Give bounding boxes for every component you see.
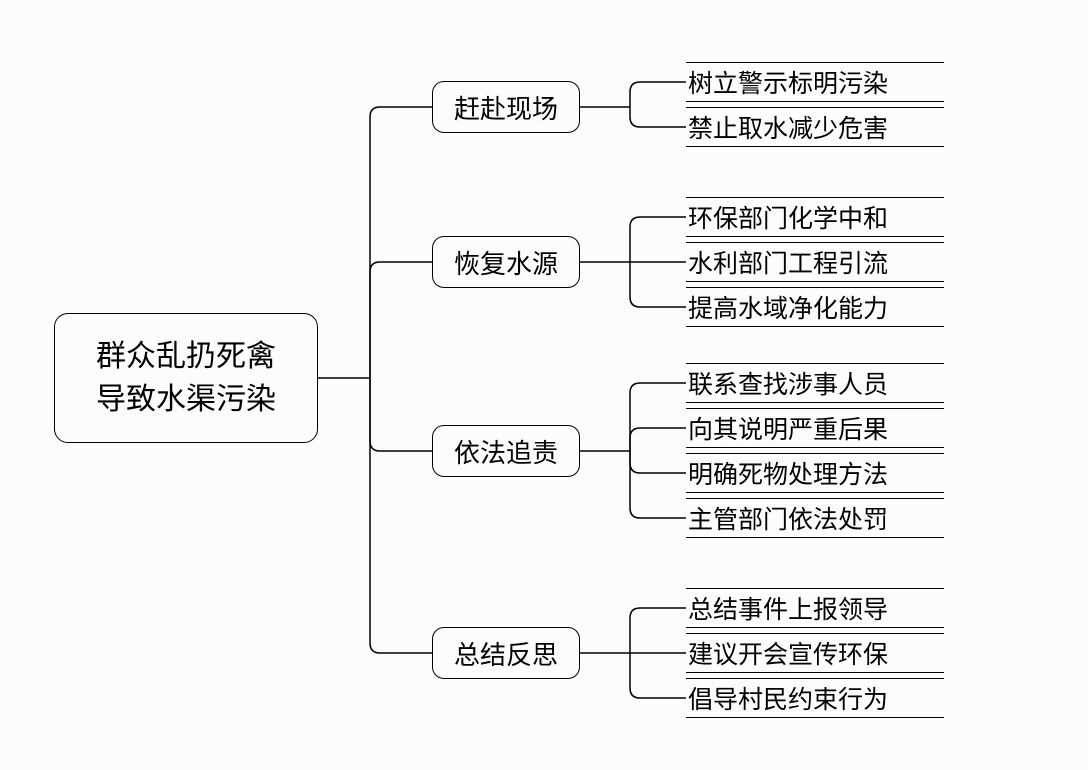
leaf-text: 提高水域净化能力 bbox=[688, 289, 888, 325]
leaf-text: 联系查找涉事人员 bbox=[688, 365, 888, 401]
root-line-2: 导致水渠污染 bbox=[55, 378, 317, 422]
leaf-node: 联系查找涉事人员 bbox=[686, 363, 944, 403]
leaf-node: 向其说明严重后果 bbox=[686, 408, 944, 448]
leaf-node: 主管部门依法处罚 bbox=[686, 498, 944, 538]
leaf-node: 环保部门化学中和 bbox=[686, 197, 944, 237]
mid-label: 恢复水源 bbox=[454, 244, 558, 281]
root-line-1: 群众乱扔死禽 bbox=[55, 335, 317, 379]
mid-label: 依法追责 bbox=[454, 433, 558, 470]
leaf-node: 提高水域净化能力 bbox=[686, 287, 944, 327]
leaf-text: 环保部门化学中和 bbox=[688, 199, 888, 235]
root-node: 群众乱扔死禽 导致水渠污染 bbox=[54, 313, 318, 443]
leaf-text: 总结事件上报领导 bbox=[688, 590, 888, 626]
mid-label: 总结反思 bbox=[454, 635, 558, 672]
leaf-node: 禁止取水减少危害 bbox=[686, 107, 944, 147]
leaf-node: 明确死物处理方法 bbox=[686, 453, 944, 493]
mid-label: 赶赴现场 bbox=[454, 89, 558, 126]
leaf-text: 倡导村民约束行为 bbox=[688, 680, 888, 716]
tree-diagram: 群众乱扔死禽 导致水渠污染 赶赴现场 恢复水源 依法追责 总结反思 树立警示标明… bbox=[0, 0, 1088, 770]
mid-node-0: 赶赴现场 bbox=[432, 81, 580, 133]
leaf-node: 水利部门工程引流 bbox=[686, 242, 944, 282]
leaf-text: 向其说明严重后果 bbox=[688, 410, 888, 446]
mid-node-1: 恢复水源 bbox=[432, 236, 580, 288]
leaf-text: 建议开会宣传环保 bbox=[688, 635, 888, 671]
leaf-text: 主管部门依法处罚 bbox=[688, 500, 888, 536]
leaf-text: 水利部门工程引流 bbox=[688, 244, 888, 280]
leaf-node: 建议开会宣传环保 bbox=[686, 633, 944, 673]
leaf-text: 禁止取水减少危害 bbox=[688, 109, 888, 145]
leaf-node: 总结事件上报领导 bbox=[686, 588, 944, 628]
leaf-text: 明确死物处理方法 bbox=[688, 455, 888, 491]
mid-node-2: 依法追责 bbox=[432, 425, 580, 477]
leaf-text: 树立警示标明污染 bbox=[688, 64, 888, 100]
leaf-node: 倡导村民约束行为 bbox=[686, 678, 944, 718]
leaf-node: 树立警示标明污染 bbox=[686, 62, 944, 102]
mid-node-3: 总结反思 bbox=[432, 627, 580, 679]
